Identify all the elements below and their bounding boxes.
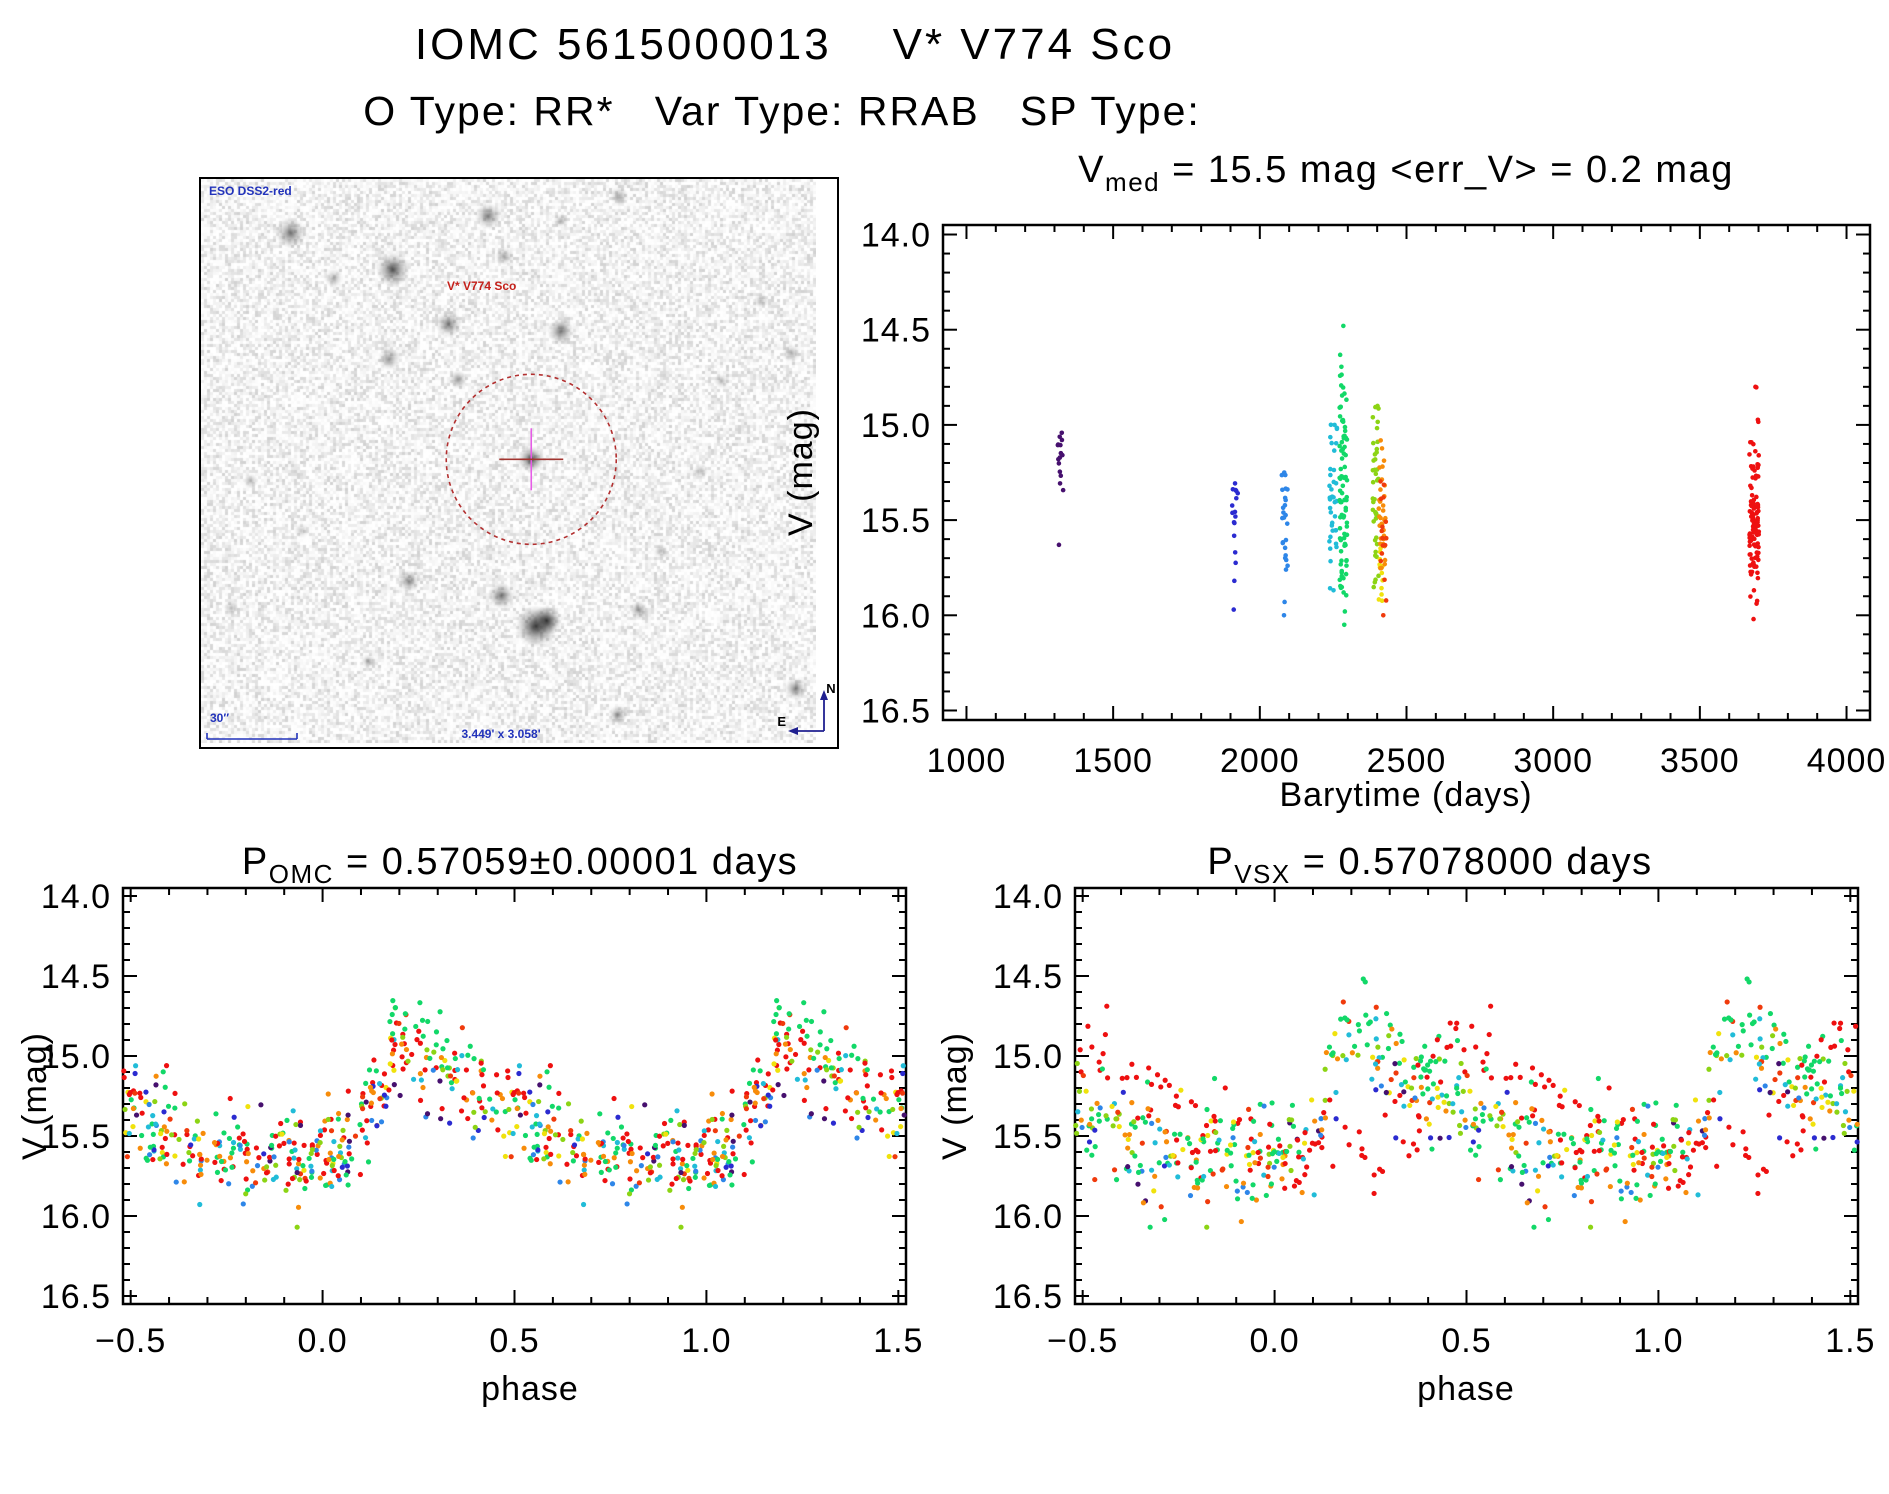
phase-folded-vsx-chart: −0.5 0.0 0.5 1.0 1.5 14.0 14.5 15.0 15.5 16.0 16.5… [940, 841, 1875, 1408]
svg-text:1.5: 1.5 [1825, 1322, 1875, 1360]
svg-text:14.5: 14.5 [993, 958, 1063, 996]
phase_vsx-data-points [1073, 976, 1860, 1230]
svg-text:1500: 1500 [1073, 742, 1153, 780]
scale-bar-label: 30″ [210, 711, 230, 725]
phase_omc-axes [121, 886, 908, 1306]
phase_vsx-axes [1073, 886, 1860, 1306]
svg-text:−0.5: −0.5 [95, 1322, 166, 1360]
barytime-axes [941, 223, 1872, 722]
svg-text:15.0: 15.0 [861, 407, 931, 445]
svg-text:3000: 3000 [1513, 742, 1593, 780]
barytime-title: Vmed = 15.5 mag <err_V> = 0.2 mag [1078, 149, 1734, 197]
svg-text:14.0: 14.0 [993, 878, 1063, 916]
barytime-ylabel: V (mag) [782, 408, 820, 536]
svg-text:14.5: 14.5 [861, 312, 931, 350]
svg-text:15.0: 15.0 [41, 1038, 111, 1076]
svg-text:16.5: 16.5 [993, 1278, 1063, 1316]
svg-text:16.0: 16.0 [861, 597, 931, 635]
svg-text:15.0: 15.0 [993, 1038, 1063, 1076]
page-subtitle: O Type: RR* Var Type: RRAB SP Type: [363, 88, 1201, 134]
phase_vsx-ylabel: V (mag) [940, 1032, 974, 1160]
compass-north-label: N [826, 681, 835, 696]
svg-text:3500: 3500 [1660, 742, 1740, 780]
phase_omc-title: POMC = 0.57059±0.00001 days [242, 841, 798, 889]
phase_omc-ylabel: V (mag) [16, 1032, 54, 1160]
svg-text:0.0: 0.0 [297, 1322, 347, 1360]
phase_vsx-xlabel: phase [1417, 1370, 1515, 1408]
starfield-image [201, 179, 816, 743]
barytime-xlabel: Barytime (days) [1279, 776, 1532, 814]
field-of-view-label: 3.449' x 3.058' [461, 727, 541, 741]
svg-text:2000: 2000 [1220, 742, 1300, 780]
svg-text:0.5: 0.5 [489, 1322, 539, 1360]
svg-text:4000: 4000 [1807, 742, 1887, 780]
svg-text:−0.5: −0.5 [1047, 1322, 1118, 1360]
svg-text:1.0: 1.0 [681, 1322, 731, 1360]
compass-rose: NE [777, 681, 836, 735]
barytime-lightcurve-chart: 1000 1500 2000 2500 3000 3500 4000 14.0 14.5 15.0… [782, 149, 1887, 814]
svg-text:14.5: 14.5 [41, 958, 111, 996]
svg-text:0.5: 0.5 [1441, 1322, 1491, 1360]
compass-east-label: E [777, 714, 786, 729]
svg-text:14.0: 14.0 [41, 878, 111, 916]
phase-folded-omc-chart: −0.5 0.0 0.5 1.0 1.5 14.0 14.5 15.0 15.5 16.0 16.5… [16, 841, 923, 1408]
phase_vsx-tick-labels: −0.5 0.0 0.5 1.0 1.5 14.0 14.5 15.0 15.5 16.0 16.5 [993, 878, 1875, 1360]
svg-text:1.0: 1.0 [1633, 1322, 1683, 1360]
svg-text:14.0: 14.0 [861, 217, 931, 255]
svg-text:15.5: 15.5 [993, 1118, 1063, 1156]
svg-text:15.5: 15.5 [41, 1118, 111, 1156]
svg-text:1000: 1000 [927, 742, 1007, 780]
svg-text:15.5: 15.5 [861, 502, 931, 540]
svg-text:16.0: 16.0 [41, 1198, 111, 1236]
scale-bar [206, 733, 298, 740]
barytime-data-points [1055, 323, 1762, 628]
barytime-tick-labels: 1000 1500 2000 2500 3000 3500 4000 14.0 14.5 15.0… [861, 217, 1887, 780]
svg-text:16.5: 16.5 [41, 1278, 111, 1316]
phase_omc-data-points [121, 998, 907, 1230]
svg-text:16.5: 16.5 [861, 692, 931, 730]
svg-text:1.5: 1.5 [873, 1322, 923, 1360]
page-title: IOMC 5615000013 V* V774 Sco [414, 20, 1176, 69]
finder-overlay: NE [206, 373, 836, 740]
survey-label: ESO DSS2-red [209, 184, 292, 198]
target-circle-marker [445, 373, 618, 546]
svg-text:16.0: 16.0 [993, 1198, 1063, 1236]
svg-text:2500: 2500 [1367, 742, 1447, 780]
phase_omc-xlabel: phase [481, 1370, 579, 1408]
target-name-label: V* V774 Sco [447, 279, 517, 293]
svg-text:0.0: 0.0 [1249, 1322, 1299, 1360]
phase_vsx-title: PVSX = 0.57078000 days [1207, 841, 1652, 889]
phase_omc-tick-labels: −0.5 0.0 0.5 1.0 1.5 14.0 14.5 15.0 15.5 16.0 16.5 [41, 878, 923, 1360]
